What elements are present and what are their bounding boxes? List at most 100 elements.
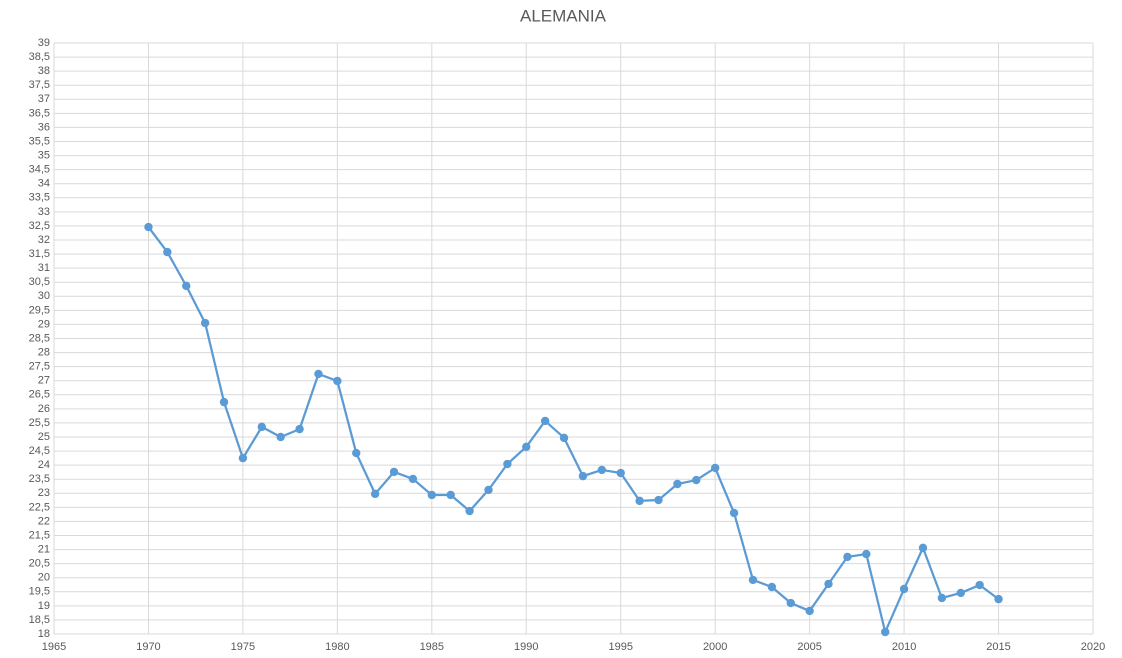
data-point [748,575,758,585]
y-tick-label: 25,5 [29,417,50,429]
x-tick-label: 2020 [1081,641,1105,653]
data-point [238,453,248,463]
data-point [899,584,909,594]
data-point [994,594,1003,604]
y-tick-label: 30,5 [29,276,50,288]
data-point [654,495,663,505]
data-point [597,465,607,475]
y-tick-label: 39 [38,37,50,49]
x-tick-label: 2005 [797,641,821,653]
y-tick-label: 26 [38,403,50,415]
y-tick-label: 27 [38,375,50,387]
y-tick-label: 38,5 [29,51,50,63]
data-point [465,506,474,516]
y-tick-label: 37 [38,93,50,105]
data-point [427,490,437,500]
data-point [314,369,323,379]
x-tick-label: 1965 [42,641,66,653]
y-tick-label: 32 [38,234,50,246]
data-point [559,433,569,443]
y-tick-label: 25 [38,431,50,443]
y-tick-label: 18,5 [29,614,50,626]
y-tick-label: 24 [38,459,50,471]
data-point [937,593,947,603]
x-tick-label: 1975 [231,641,255,653]
data-point [975,580,984,590]
x-tick-label: 2000 [703,641,727,653]
data-point [182,281,191,291]
data-line [147,226,1000,634]
x-tick-label: 1995 [608,641,632,653]
y-tick-label: 30 [38,290,50,302]
y-tick-label: 33 [38,206,50,218]
data-point [767,582,777,592]
y-tick-label: 36 [38,121,50,133]
y-tick-label: 19,5 [29,586,50,598]
data-point [352,448,361,458]
x-tick-label: 1980 [325,641,349,653]
y-tick-label: 19 [38,600,50,612]
x-tick-label: 1990 [514,641,538,653]
y-tick-label: 34,5 [29,164,50,176]
y-tick-label: 29 [38,318,50,330]
data-point [956,588,965,598]
data-point [503,459,512,469]
data-point [522,442,531,452]
data-point [200,318,210,328]
data-point [295,424,304,434]
y-tick-label: 38 [38,65,50,77]
x-tick-label: 2010 [892,641,916,653]
data-point [408,474,418,484]
data-point [881,627,890,637]
y-tick-label: 20 [38,572,50,584]
y-tick-label: 34 [38,178,50,190]
y-tick-label: 23 [38,487,50,499]
y-tick-label: 24,5 [29,445,50,457]
y-tick-label: 23,5 [29,473,50,485]
y-tick-label: 22,5 [29,501,50,513]
data-point [219,397,229,407]
y-tick-label: 35 [38,149,50,161]
data-point [276,432,285,442]
data-point [805,606,814,616]
data-point [370,489,380,499]
data-point [616,468,625,478]
y-tick-label: 20,5 [29,558,50,570]
data-point [729,508,739,518]
y-tick-label: 18 [38,628,50,640]
data-point [635,496,644,506]
data-point [918,543,928,553]
y-tick-label: 31 [38,262,50,274]
y-tick-label: 35,5 [29,135,50,147]
data-point [862,549,871,559]
data-point [389,467,399,477]
x-tick-label: 1985 [420,641,444,653]
data-point [824,579,833,589]
data-point [673,479,682,489]
data-point [163,247,172,257]
data-point [257,422,266,432]
data-point [578,471,588,481]
y-tick-label: 29,5 [29,304,50,316]
data-point [144,222,153,232]
y-tick-label: 31,5 [29,248,50,260]
y-tick-label: 32,5 [29,220,50,232]
data-point [446,490,455,500]
data-point [540,416,550,426]
data-point [786,598,795,608]
x-tick-label: 1970 [136,641,160,653]
y-tick-label: 37,5 [29,79,50,91]
y-tick-label: 27,5 [29,361,50,373]
y-tick-label: 28,5 [29,332,50,344]
x-tick-label: 2015 [986,641,1010,653]
y-tick-label: 26,5 [29,389,50,401]
y-tick-label: 28 [38,346,50,358]
data-point [710,463,720,473]
y-tick-label: 21,5 [29,529,50,541]
y-tick-label: 21 [38,543,50,555]
y-tick-label: 33,5 [29,192,50,204]
data-point [843,552,852,562]
data-point [692,475,701,485]
data-point [333,376,342,386]
